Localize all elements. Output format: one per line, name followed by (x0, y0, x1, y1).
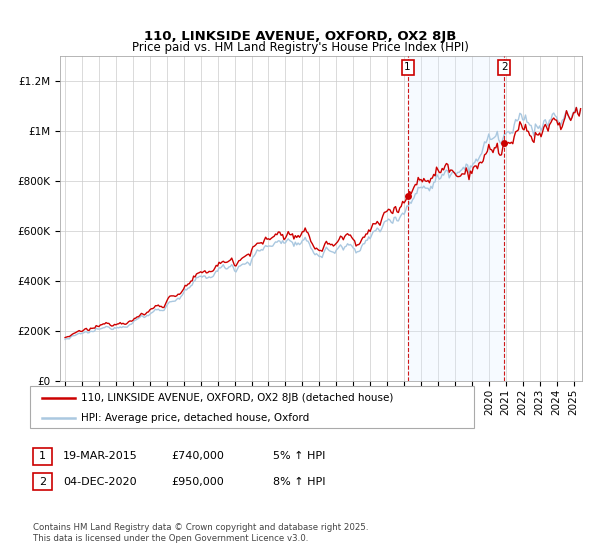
Text: 1: 1 (404, 62, 411, 72)
Text: £950,000: £950,000 (171, 477, 224, 487)
Bar (407, 56, 505, 381)
Text: £740,000: £740,000 (171, 451, 224, 461)
Text: 110, LINKSIDE AVENUE, OXFORD, OX2 8JB (detached house): 110, LINKSIDE AVENUE, OXFORD, OX2 8JB (d… (81, 393, 394, 403)
Text: 2: 2 (501, 62, 508, 72)
Text: 8% ↑ HPI: 8% ↑ HPI (273, 477, 325, 487)
Text: 19-MAR-2015: 19-MAR-2015 (63, 451, 138, 461)
Text: 04-DEC-2020: 04-DEC-2020 (63, 477, 137, 487)
Text: 110, LINKSIDE AVENUE, OXFORD, OX2 8JB: 110, LINKSIDE AVENUE, OXFORD, OX2 8JB (144, 30, 456, 43)
Text: Price paid vs. HM Land Registry's House Price Index (HPI): Price paid vs. HM Land Registry's House … (131, 41, 469, 54)
Text: Contains HM Land Registry data © Crown copyright and database right 2025.
This d: Contains HM Land Registry data © Crown c… (33, 524, 368, 543)
Text: 5% ↑ HPI: 5% ↑ HPI (273, 451, 325, 461)
Text: 1: 1 (39, 451, 46, 461)
Text: HPI: Average price, detached house, Oxford: HPI: Average price, detached house, Oxfo… (81, 413, 309, 423)
Text: 2: 2 (39, 477, 46, 487)
